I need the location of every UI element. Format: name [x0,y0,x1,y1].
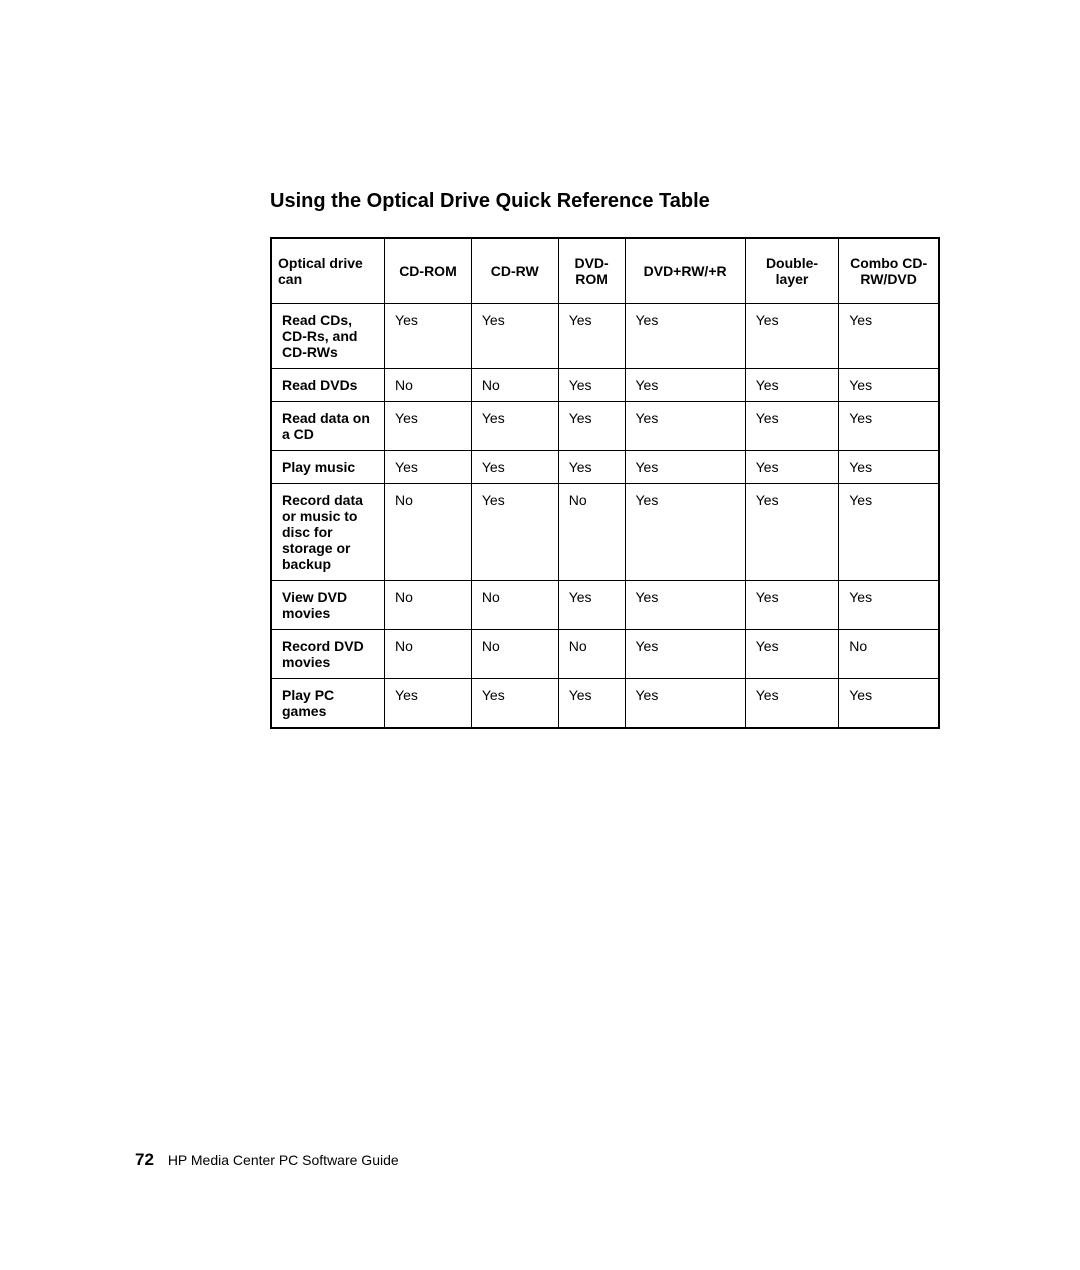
table-cell: Yes [839,304,939,369]
table-cell: Yes [745,484,839,581]
table-row: Record DVD movies No No No Yes Yes No [271,630,939,679]
row-label: Record DVD movies [271,630,385,679]
table-row: Read data on a CD Yes Yes Yes Yes Yes Ye… [271,402,939,451]
table-cell: Yes [471,679,558,729]
table-cell: Yes [625,402,745,451]
row-label: View DVD movies [271,581,385,630]
table-cell: Yes [558,369,625,402]
table-cell: Yes [625,484,745,581]
col-header: DVD+RW/+R [625,238,745,304]
table-cell: No [385,581,472,630]
col-header: Combo CD-RW/DVD [839,238,939,304]
table-head: Optical drive can CD-ROM CD-RW DVD-ROM D… [271,238,939,304]
table-row: View DVD movies No No Yes Yes Yes Yes [271,581,939,630]
table-cell: No [558,484,625,581]
table-cell: Yes [558,679,625,729]
col-header: CD-ROM [385,238,472,304]
table-cell: Yes [839,581,939,630]
table-row: Read CDs, CD-Rs, and CD-RWs Yes Yes Yes … [271,304,939,369]
table-body: Read CDs, CD-Rs, and CD-RWs Yes Yes Yes … [271,304,939,729]
table-cell: No [471,581,558,630]
footer-title: HP Media Center PC Software Guide [168,1152,399,1168]
table-cell: Yes [385,304,472,369]
table-cell: Yes [625,451,745,484]
table-cell: Yes [625,304,745,369]
table-cell: Yes [745,304,839,369]
col-header: CD-RW [471,238,558,304]
table-cell: Yes [745,369,839,402]
table-cell: Yes [471,304,558,369]
page-footer: 72 HP Media Center PC Software Guide [135,1150,399,1170]
row-label: Play PC games [271,679,385,729]
table-cell: Yes [839,679,939,729]
page: Using the Optical Drive Quick Reference … [0,0,1080,729]
table-cell: Yes [625,630,745,679]
table-cell: Yes [745,451,839,484]
row-label: Play music [271,451,385,484]
table-row: Record data or music to disc for storage… [271,484,939,581]
table-cell: No [385,484,472,581]
table-cell: Yes [385,402,472,451]
table-cell: Yes [558,304,625,369]
col-header: Optical drive can [271,238,385,304]
table-cell: No [471,630,558,679]
table-cell: Yes [839,402,939,451]
table-row: Read DVDs No No Yes Yes Yes Yes [271,369,939,402]
table-cell: Yes [745,581,839,630]
page-number: 72 [135,1150,154,1169]
table-row: Play PC games Yes Yes Yes Yes Yes Yes [271,679,939,729]
row-label: Read data on a CD [271,402,385,451]
table-cell: Yes [839,451,939,484]
table-cell: Yes [471,484,558,581]
table-cell: Yes [471,451,558,484]
table-cell: Yes [558,402,625,451]
reference-table: Optical drive can CD-ROM CD-RW DVD-ROM D… [270,237,940,729]
table-cell: No [839,630,939,679]
table-cell: Yes [471,402,558,451]
table-cell: Yes [625,581,745,630]
table-cell: No [471,369,558,402]
row-label: Read CDs, CD-Rs, and CD-RWs [271,304,385,369]
table-cell: No [385,630,472,679]
table-row: Play music Yes Yes Yes Yes Yes Yes [271,451,939,484]
row-label: Read DVDs [271,369,385,402]
table-header-row: Optical drive can CD-ROM CD-RW DVD-ROM D… [271,238,939,304]
table-cell: Yes [385,451,472,484]
table-cell: Yes [745,679,839,729]
table-cell: Yes [745,402,839,451]
table-cell: Yes [558,581,625,630]
row-label: Record data or music to disc for storage… [271,484,385,581]
table-cell: Yes [745,630,839,679]
table-cell: Yes [385,679,472,729]
table-cell: Yes [839,484,939,581]
col-header: DVD-ROM [558,238,625,304]
table-cell: No [385,369,472,402]
table-cell: Yes [625,679,745,729]
col-header: Double-layer [745,238,839,304]
table-cell: Yes [839,369,939,402]
page-heading: Using the Optical Drive Quick Reference … [270,190,940,213]
table-cell: No [558,630,625,679]
table-cell: Yes [625,369,745,402]
table-cell: Yes [558,451,625,484]
